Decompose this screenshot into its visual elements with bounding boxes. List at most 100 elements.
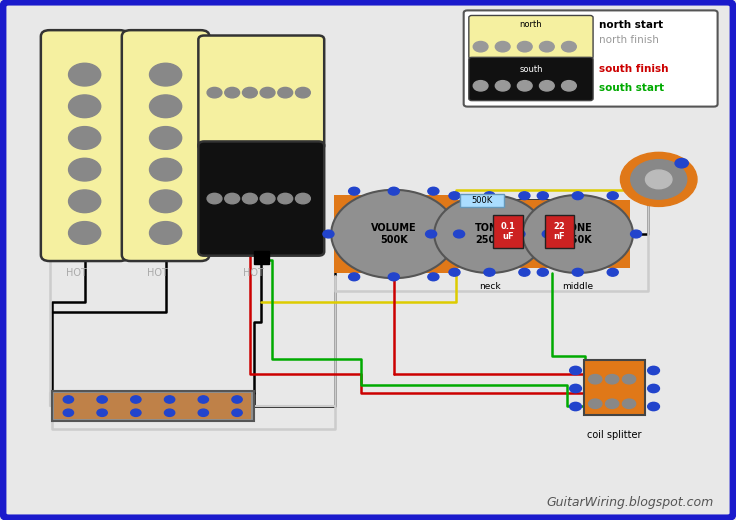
Circle shape — [573, 192, 583, 200]
Circle shape — [242, 87, 258, 98]
Circle shape — [573, 268, 583, 276]
Circle shape — [260, 87, 275, 98]
Circle shape — [425, 230, 436, 238]
Bar — [545, 214, 574, 249]
Circle shape — [623, 374, 636, 384]
Circle shape — [648, 366, 659, 374]
Circle shape — [242, 193, 258, 204]
Text: north: north — [520, 20, 542, 29]
Text: HOT: HOT — [243, 268, 263, 278]
Circle shape — [484, 268, 495, 276]
Circle shape — [68, 95, 101, 118]
Text: coil splitter: coil splitter — [587, 431, 642, 440]
Circle shape — [589, 399, 602, 409]
Circle shape — [675, 159, 688, 168]
Text: VOLUME
500K: VOLUME 500K — [371, 223, 417, 245]
Text: 500K: 500K — [472, 196, 492, 205]
Circle shape — [517, 42, 532, 52]
Circle shape — [349, 273, 360, 281]
Circle shape — [97, 396, 107, 403]
Bar — [54, 393, 251, 419]
Circle shape — [570, 402, 581, 411]
Bar — [334, 196, 453, 272]
Circle shape — [149, 158, 182, 181]
Circle shape — [562, 81, 576, 91]
Circle shape — [570, 384, 581, 393]
Circle shape — [224, 193, 240, 204]
Bar — [526, 200, 630, 268]
Circle shape — [542, 230, 553, 238]
Bar — [493, 214, 523, 249]
Circle shape — [645, 170, 672, 189]
Circle shape — [97, 409, 107, 417]
Circle shape — [562, 42, 576, 52]
Circle shape — [607, 192, 618, 200]
Circle shape — [523, 195, 633, 273]
Circle shape — [589, 374, 602, 384]
Text: TONE
250K: TONE 250K — [563, 223, 592, 245]
Circle shape — [537, 192, 548, 200]
Circle shape — [232, 409, 242, 417]
Circle shape — [68, 190, 101, 213]
Circle shape — [514, 230, 525, 238]
Circle shape — [198, 396, 208, 403]
Circle shape — [149, 190, 182, 213]
Bar — [254, 251, 269, 264]
Circle shape — [606, 399, 619, 409]
Circle shape — [539, 81, 554, 91]
Circle shape — [149, 63, 182, 86]
Circle shape — [449, 268, 460, 276]
Circle shape — [537, 268, 548, 276]
Circle shape — [434, 195, 545, 273]
Circle shape — [131, 396, 141, 403]
Circle shape — [68, 222, 101, 244]
Text: TONE
250K: TONE 250K — [475, 223, 504, 245]
FancyBboxPatch shape — [469, 16, 593, 59]
Circle shape — [149, 222, 182, 244]
FancyBboxPatch shape — [3, 2, 733, 518]
FancyBboxPatch shape — [198, 35, 324, 150]
Circle shape — [207, 87, 222, 98]
Text: GuitarWiring.blogspot.com: GuitarWiring.blogspot.com — [547, 496, 714, 509]
Circle shape — [349, 187, 360, 195]
Text: HOT: HOT — [147, 268, 168, 278]
Circle shape — [149, 126, 182, 149]
Circle shape — [207, 193, 222, 204]
Circle shape — [620, 152, 697, 206]
Circle shape — [323, 230, 334, 238]
Circle shape — [68, 126, 101, 149]
Circle shape — [570, 366, 581, 374]
Circle shape — [296, 193, 311, 204]
Text: middle: middle — [562, 281, 593, 291]
Circle shape — [149, 95, 182, 118]
Circle shape — [473, 81, 488, 91]
Circle shape — [63, 409, 74, 417]
FancyBboxPatch shape — [121, 30, 209, 261]
Circle shape — [453, 230, 464, 238]
Circle shape — [277, 87, 293, 98]
Circle shape — [428, 273, 439, 281]
FancyBboxPatch shape — [464, 10, 718, 107]
Bar — [460, 194, 504, 207]
Circle shape — [607, 268, 618, 276]
FancyBboxPatch shape — [198, 141, 324, 256]
Text: south: south — [519, 65, 542, 74]
FancyBboxPatch shape — [41, 30, 128, 261]
Circle shape — [606, 374, 619, 384]
Text: HOT: HOT — [66, 268, 87, 278]
Circle shape — [389, 187, 399, 195]
Text: north start: north start — [599, 20, 663, 30]
Text: south start: south start — [599, 83, 664, 93]
Circle shape — [519, 192, 530, 200]
Bar — [584, 360, 645, 415]
Text: 0.1
uF: 0.1 uF — [500, 222, 515, 241]
Circle shape — [428, 187, 439, 195]
Circle shape — [164, 409, 174, 417]
Circle shape — [131, 409, 141, 417]
Circle shape — [232, 396, 242, 403]
Circle shape — [277, 193, 293, 204]
Bar — [437, 200, 542, 268]
Circle shape — [68, 158, 101, 181]
Circle shape — [631, 160, 687, 199]
Bar — [52, 391, 254, 421]
